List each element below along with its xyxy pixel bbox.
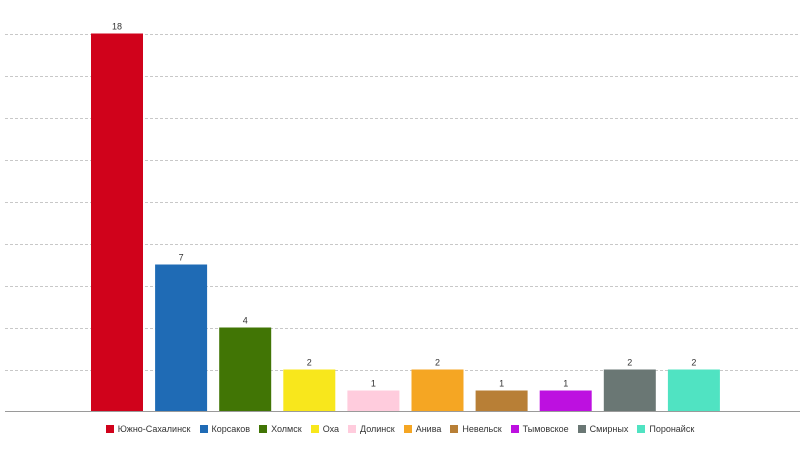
legend-label: Тымовское: [522, 424, 569, 434]
legend-item: Холмск: [259, 424, 302, 434]
legend-item: Анива: [403, 424, 442, 434]
data-label: 1: [499, 379, 504, 389]
data-label: 18: [112, 22, 122, 32]
legend-swatch: [510, 425, 519, 433]
bar: [155, 264, 208, 412]
legend-label: Долинск: [360, 424, 395, 434]
legend-swatch: [577, 425, 586, 433]
data-label: 2: [435, 358, 440, 368]
bar: [667, 369, 720, 412]
legend-label: Невельск: [462, 424, 502, 434]
bar: [539, 390, 592, 412]
legend-swatch: [199, 425, 208, 433]
legend-item: Долинск: [348, 424, 395, 434]
legend-swatch: [105, 425, 114, 433]
data-labels: 18 7 4 2 1 2 1 1 2 2: [112, 22, 696, 389]
legend-item: Корсаков: [199, 424, 251, 434]
data-label: 7: [179, 253, 184, 263]
legend-item: Невельск: [450, 424, 502, 434]
legend-item: Поронайск: [637, 424, 694, 434]
bar: [603, 369, 656, 412]
legend-label: Южно-Сахалинск: [117, 424, 191, 434]
legend-label: Корсаков: [211, 424, 251, 434]
bar: [219, 327, 272, 412]
legend-label: Оха: [322, 424, 339, 434]
data-label: 4: [243, 316, 248, 326]
legend-swatch: [259, 425, 268, 433]
legend-label: Анива: [415, 424, 442, 434]
legend-item: Тымовское: [510, 424, 569, 434]
legend-swatch: [403, 425, 412, 433]
legend-label: Поронайск: [649, 424, 695, 434]
data-label: 1: [371, 379, 376, 389]
bar: [347, 390, 400, 412]
bars: [91, 33, 720, 412]
data-label: 2: [307, 358, 312, 368]
bar: [91, 33, 143, 412]
data-label: 1: [563, 379, 568, 389]
legend-swatch: [637, 425, 646, 433]
bar: [411, 369, 464, 412]
legend-item: Смирных: [577, 424, 629, 434]
legend-swatch: [348, 425, 356, 433]
legend-swatch: [450, 425, 459, 433]
legend-item: Оха: [310, 424, 339, 434]
legend-label: Холмск: [271, 424, 302, 434]
legend-swatch: [310, 425, 319, 433]
legend-label: Смирных: [589, 424, 629, 434]
data-label: 2: [627, 358, 632, 368]
legend-item: Южно-Сахалинск: [105, 424, 191, 434]
bar: [283, 369, 336, 412]
data-label: 2: [691, 358, 696, 368]
legend: Южно-Сахалинск Корсаков Холмск Оха Долинск Ан…: [0, 424, 800, 434]
bar: [475, 390, 528, 412]
bar-chart: 18 7 4 2 1 2 1 1 2 2: [5, 22, 800, 412]
